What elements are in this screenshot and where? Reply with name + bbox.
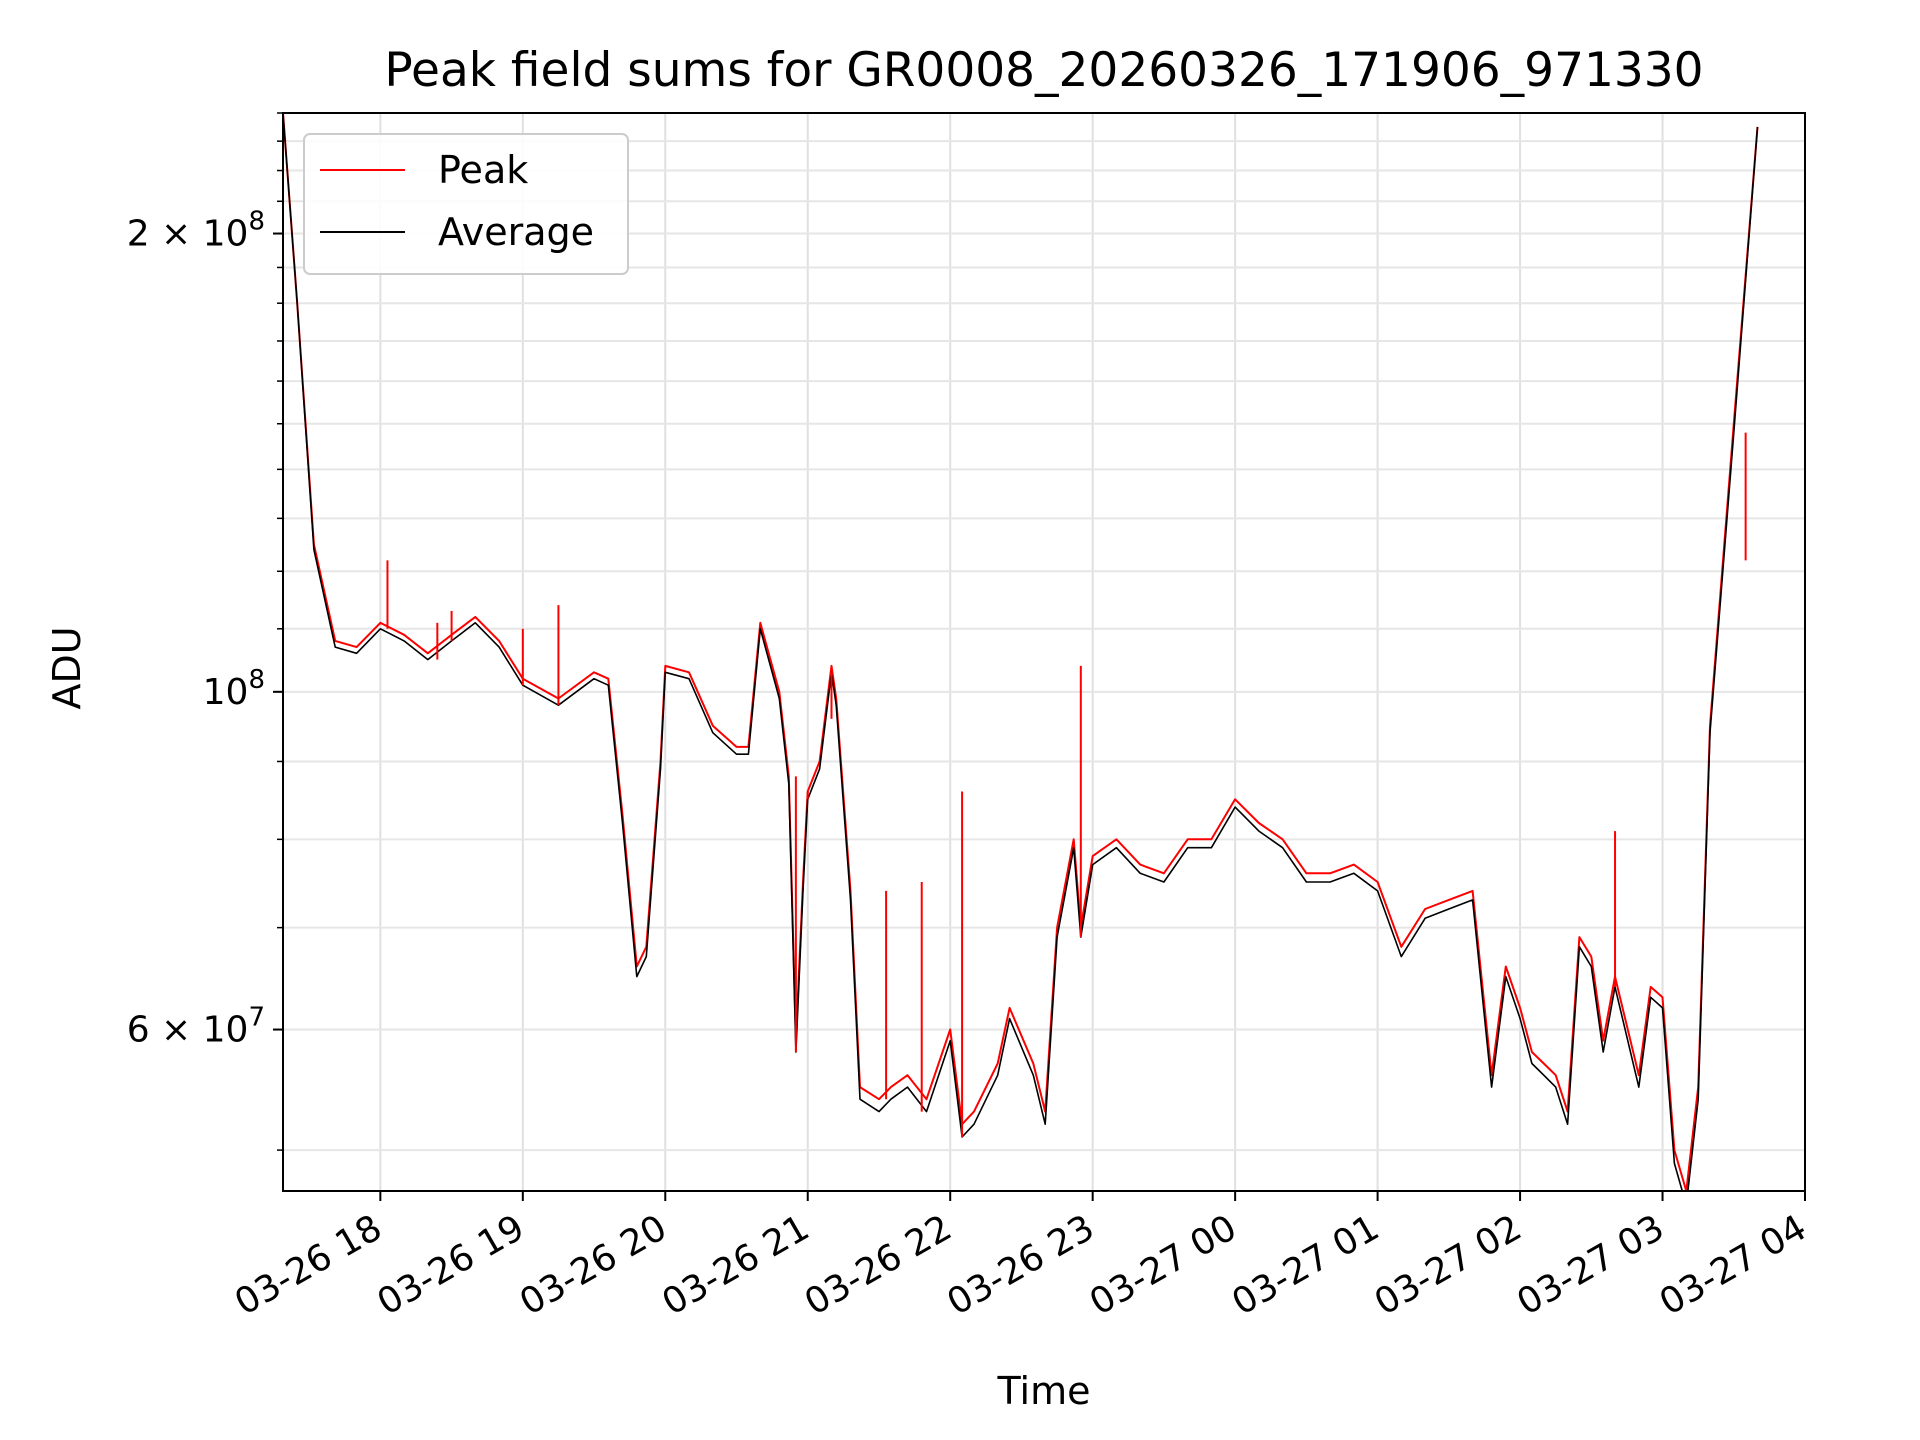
x-tick-label: 03-27 01	[1225, 1207, 1386, 1323]
x-tick-label: 03-26 18	[228, 1207, 389, 1323]
x-tick-label: 03-26 19	[371, 1207, 532, 1323]
y-axis-label: ADU	[45, 626, 89, 709]
x-tick-label: 03-27 04	[1653, 1207, 1814, 1323]
legend: Peak Average	[303, 133, 629, 275]
legend-label-average: Average	[438, 210, 594, 254]
x-tick-label: 03-26 23	[941, 1207, 1102, 1323]
x-tick-label: 03-26 20	[513, 1207, 674, 1323]
grid	[283, 112, 1806, 1191]
x-tick-label: 03-26 21	[656, 1207, 817, 1323]
series-line-average	[283, 113, 1759, 1191]
plot-frame	[282, 112, 1806, 1192]
y-tick-label: 108	[203, 665, 265, 713]
x-tick-label: 03-26 22	[798, 1207, 959, 1323]
y-axis: 2 × 108 108 6 × 107	[127, 112, 283, 1151]
legend-label-peak: Peak	[438, 148, 528, 192]
y-tick-label: 6 × 107	[127, 1003, 265, 1051]
x-tick-label: 03-27 00	[1083, 1207, 1244, 1323]
chart-title: Peak field sums for GR0008_20260326_1719…	[384, 43, 1703, 98]
plot-area	[283, 113, 1759, 1191]
x-axis-label: Time	[997, 1369, 1091, 1413]
x-tick-label: 03-27 02	[1368, 1207, 1529, 1323]
x-tick-label: 03-27 03	[1510, 1207, 1671, 1323]
y-tick-label: 2 × 108	[127, 207, 265, 255]
